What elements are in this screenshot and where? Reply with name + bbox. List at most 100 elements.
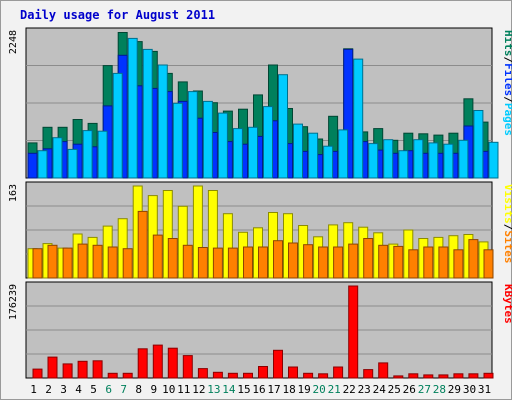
x-tick-label-day-26: 26	[403, 383, 416, 396]
x-tick-label-day-28: 28	[433, 383, 446, 396]
x-tick-label-day-9: 9	[150, 383, 157, 396]
bar-sites-day-14	[227, 247, 238, 279]
x-tick-label-day-27: 27	[418, 383, 431, 396]
legend-part: Files	[502, 63, 512, 96]
bar-sites-day-9	[152, 234, 163, 279]
bar-pages-day-27	[428, 142, 439, 179]
bar-pages-day-26	[413, 139, 424, 179]
bar-sites-day-4	[77, 243, 88, 279]
bar-sites-day-30	[468, 239, 479, 279]
bar-kbytes-day-2	[47, 356, 58, 379]
bar-sites-day-18	[288, 242, 298, 279]
bar-pages-day-28	[443, 143, 454, 179]
bar-sites-day-31	[483, 249, 494, 279]
bar-pages-day-13	[217, 112, 228, 179]
bar-kbytes-day-18	[288, 366, 298, 379]
bar-sites-day-26	[408, 249, 419, 279]
bar-sites-day-17	[273, 240, 283, 279]
legend-part: Pages	[502, 103, 512, 136]
x-tick-label-day-6: 6	[105, 383, 112, 396]
x-tick-label-day-19: 19	[297, 383, 310, 396]
bar-pages-day-17	[278, 74, 288, 179]
legend-part: /	[502, 224, 512, 231]
legend-label: Visits/Sites	[502, 184, 512, 264]
bar-sites-day-13	[212, 247, 223, 279]
x-tick-label-day-1: 1	[30, 383, 37, 396]
x-tick-label-day-12: 12	[192, 383, 205, 396]
x-tick-label-day-13: 13	[207, 383, 220, 396]
x-tick-label-day-8: 8	[135, 383, 142, 396]
x-tick-label-day-24: 24	[373, 383, 387, 396]
bar-kbytes-day-27	[423, 374, 434, 379]
bar-pages-day-12	[202, 100, 213, 179]
axis-max-label: 176239	[8, 284, 19, 320]
bar-sites-day-15	[243, 246, 253, 279]
x-tick-label-day-21: 21	[328, 383, 341, 396]
bar-pages-day-25	[398, 150, 409, 179]
bar-pages-day-11	[187, 91, 198, 179]
legend-label: Hits/Files/Pages	[502, 30, 512, 136]
bar-kbytes-day-14	[227, 372, 238, 379]
x-tick-label-day-31: 31	[478, 383, 491, 396]
bar-sites-day-2	[47, 244, 58, 279]
legend-part: KBytes	[502, 284, 512, 324]
bar-pages-day-1	[37, 150, 48, 179]
bar-kbytes-day-28	[438, 374, 449, 379]
bar-kbytes-day-5	[92, 360, 103, 379]
bar-sites-day-1	[32, 248, 43, 279]
bar-pages-day-3	[67, 148, 78, 179]
bar-kbytes-day-20	[318, 373, 329, 379]
x-tick-label-day-16: 16	[252, 383, 265, 396]
bar-pages-day-18	[293, 123, 303, 179]
bar-sites-day-28	[438, 246, 449, 279]
bar-sites-day-25	[393, 245, 404, 279]
bar-kbytes-day-26	[408, 373, 419, 379]
bar-sites-day-12	[197, 247, 208, 279]
bar-kbytes-day-7	[122, 372, 133, 379]
bar-kbytes-day-3	[62, 363, 73, 379]
x-tick-label-day-3: 3	[60, 383, 67, 396]
bar-pages-day-21	[338, 129, 349, 179]
bar-sites-day-21	[333, 246, 344, 279]
legend-part: /	[502, 96, 512, 103]
bar-sites-day-3	[62, 247, 73, 279]
axis-max-label: 163	[8, 184, 19, 202]
bar-pages-day-22	[353, 58, 364, 179]
bar-pages-day-9	[157, 64, 168, 179]
legend-part: Sites	[502, 230, 512, 263]
x-tick-label-day-5: 5	[90, 383, 97, 396]
bar-sites-day-29	[453, 249, 464, 279]
bar-sites-day-10	[167, 238, 178, 279]
bar-files-day-22	[343, 48, 354, 179]
bar-sites-day-5	[92, 244, 103, 279]
bar-sites-day-6	[107, 246, 118, 279]
bar-sites-day-7	[122, 248, 133, 279]
bar-pages-day-20	[323, 145, 334, 179]
bar-kbytes-day-8	[137, 348, 148, 379]
x-tick-label-day-22: 22	[343, 383, 356, 396]
bar-kbytes-day-21	[333, 366, 344, 379]
bar-files-day-1	[27, 152, 38, 179]
bar-sites-day-22	[348, 243, 359, 279]
bar-kbytes-day-13	[212, 371, 223, 379]
bar-sites-day-8	[137, 210, 148, 279]
bar-kbytes-day-31	[483, 372, 494, 379]
bar-sites-day-16	[258, 246, 268, 279]
bar-kbytes-day-10	[167, 347, 178, 379]
bar-pages-day-19	[308, 132, 319, 179]
x-tick-label-day-2: 2	[45, 383, 52, 396]
bar-pages-day-30	[473, 110, 484, 179]
bar-pages-day-23	[368, 143, 379, 179]
bar-sites-day-19	[303, 244, 314, 279]
bar-kbytes-day-17	[273, 349, 283, 379]
x-tick-label-day-10: 10	[162, 383, 175, 396]
bar-kbytes-day-9	[152, 344, 163, 379]
x-tick-label-day-15: 15	[237, 383, 250, 396]
bar-sites-day-20	[318, 246, 329, 279]
x-tick-label-day-23: 23	[358, 383, 371, 396]
bar-sites-day-23	[363, 238, 374, 279]
legend-label: KBytes	[502, 284, 512, 324]
bar-pages-day-10	[172, 102, 183, 179]
bar-kbytes-day-11	[182, 355, 193, 379]
bar-pages-day-8	[142, 48, 153, 179]
